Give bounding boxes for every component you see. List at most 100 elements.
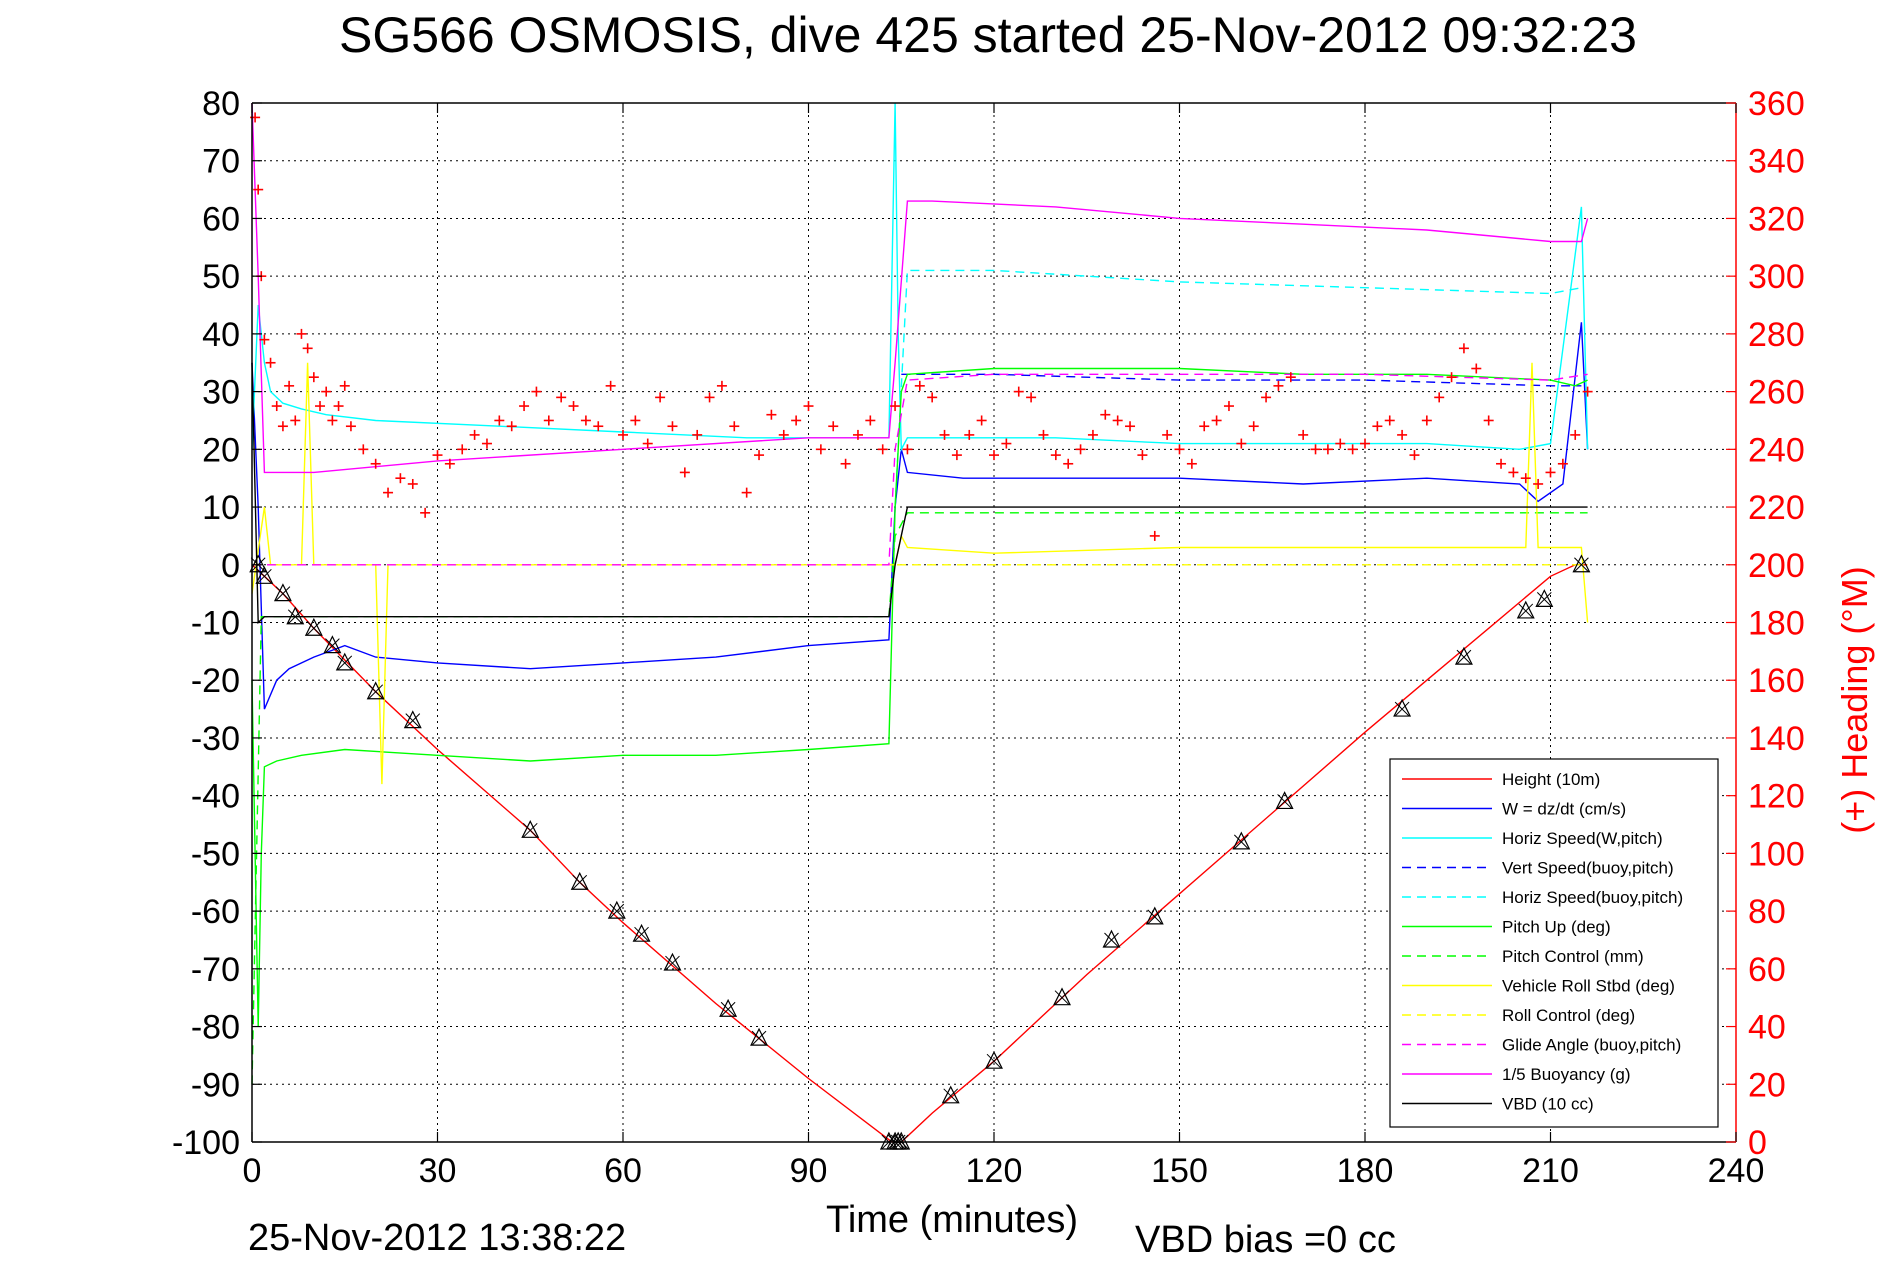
heading-point xyxy=(271,401,282,412)
y-tick-label: -100 xyxy=(172,1124,240,1162)
legend-label: 1/5 Buoyancy (g) xyxy=(1502,1065,1631,1084)
x-axis-label: Time (minutes) xyxy=(826,1199,1078,1241)
legend-item: Height (10m) xyxy=(1402,770,1600,789)
heading-point xyxy=(1434,392,1445,403)
y-tick-label: 10 xyxy=(202,489,240,527)
heading-point xyxy=(877,444,888,455)
heading-point xyxy=(1520,473,1531,484)
chart-title: SG566 OSMOSIS, dive 425 started 25-Nov-2… xyxy=(339,7,1637,63)
heading-point xyxy=(1483,415,1494,426)
heading-point xyxy=(481,438,492,449)
heading-point xyxy=(284,380,295,391)
heading-point xyxy=(277,421,288,432)
heading-point xyxy=(1471,363,1482,374)
height-marker xyxy=(1535,589,1554,608)
legend-item: Pitch Control (mm) xyxy=(1402,947,1644,966)
x-tick-label: 30 xyxy=(419,1152,457,1190)
height-marker xyxy=(1232,831,1251,850)
heading-point xyxy=(1533,478,1544,489)
height-marker xyxy=(1275,791,1294,810)
x-tick-label: 120 xyxy=(966,1152,1023,1190)
heading-point xyxy=(1186,458,1197,469)
heading-point xyxy=(327,415,338,426)
heading-point xyxy=(976,415,987,426)
y2-tick-label: 360 xyxy=(1748,85,1805,123)
heading-point xyxy=(989,450,999,461)
y-tick-label: -30 xyxy=(191,720,240,758)
y2-tick-label: 260 xyxy=(1748,374,1805,412)
heading-point xyxy=(556,392,567,403)
heading-point xyxy=(803,401,814,412)
heading-point xyxy=(531,386,542,397)
heading-point xyxy=(778,429,789,440)
heading-point xyxy=(1236,438,1247,449)
height-marker xyxy=(1053,987,1071,1006)
heading-point xyxy=(345,421,356,432)
y-tick-label: -80 xyxy=(191,1009,240,1047)
heading-point xyxy=(457,444,468,455)
heading-point xyxy=(519,401,530,412)
heading-point xyxy=(407,478,418,489)
series-line xyxy=(251,102,1589,474)
height-marker xyxy=(366,681,385,700)
height-marker xyxy=(1102,929,1121,948)
legend-label: Roll Control (deg) xyxy=(1502,1006,1635,1025)
heading-point xyxy=(1545,467,1556,478)
height-marker xyxy=(570,871,589,890)
x-tick-label: 180 xyxy=(1337,1152,1394,1190)
x-tick-label: 240 xyxy=(1708,1152,1765,1190)
heading-point xyxy=(1273,380,1284,391)
y-tick-label: -90 xyxy=(191,1066,240,1104)
legend-label: Vert Speed(buoy,pitch) xyxy=(1502,859,1674,878)
height-marker xyxy=(255,565,274,584)
height-marker xyxy=(286,606,305,625)
height-marker xyxy=(719,998,738,1017)
y2-tick-label: 120 xyxy=(1748,778,1805,816)
heading-point xyxy=(1149,530,1160,541)
legend-label: Glide Angle (buoy,pitch) xyxy=(1502,1036,1681,1055)
y-tick-label: -20 xyxy=(191,662,240,700)
y-tick-label: -60 xyxy=(191,893,240,931)
x-tick-label: 90 xyxy=(790,1152,828,1190)
heading-point xyxy=(927,392,938,403)
legend-item: Horiz Speed(buoy,pitch) xyxy=(1402,888,1683,907)
series-line xyxy=(251,102,1589,452)
heading-point xyxy=(259,334,270,345)
series-line xyxy=(251,322,1589,710)
heading-point xyxy=(865,415,876,426)
heading-point xyxy=(339,380,350,391)
heading-point xyxy=(1248,421,1259,432)
y2-axis-label: (+) Heading (°M) xyxy=(1834,566,1875,833)
height-marker xyxy=(1393,698,1412,717)
heading-point xyxy=(1285,372,1296,383)
legend-item: W = dz/dt (cm/s) xyxy=(1402,800,1626,819)
timestamp-footer: 25-Nov-2012 13:38:22 xyxy=(248,1217,626,1259)
heading-point xyxy=(1335,438,1346,449)
vbd-bias-footer: VBD bias =0 cc xyxy=(1135,1219,1396,1261)
heading-point xyxy=(1075,444,1086,455)
heading-point xyxy=(302,343,313,354)
height-marker xyxy=(1516,600,1535,619)
series-line xyxy=(252,373,1588,566)
height-marker xyxy=(607,900,626,919)
heading-point xyxy=(1174,444,1185,455)
heading-point xyxy=(1347,444,1358,455)
heading-point xyxy=(1223,401,1234,412)
legend-item: VBD (10 cc) xyxy=(1402,1095,1594,1114)
y2-tick-label: 240 xyxy=(1748,431,1805,469)
legend-item: Vert Speed(buoy,pitch) xyxy=(1402,859,1674,878)
heading-point xyxy=(642,438,653,449)
height-marker xyxy=(663,952,682,971)
heading-point xyxy=(852,429,863,440)
x-tick-label: 150 xyxy=(1151,1152,1208,1190)
heading-point xyxy=(964,429,975,440)
heading-point xyxy=(902,444,913,455)
y2-tick-label: 40 xyxy=(1748,1009,1786,1047)
height-marker xyxy=(323,635,342,654)
series-line xyxy=(251,512,1588,1085)
y2-tick-label: 200 xyxy=(1748,547,1805,585)
y2-tick-label: 100 xyxy=(1748,835,1805,873)
legend-item: Pitch Up (deg) xyxy=(1402,918,1611,937)
heading-point xyxy=(444,458,455,469)
y-tick-label: -70 xyxy=(191,951,240,989)
